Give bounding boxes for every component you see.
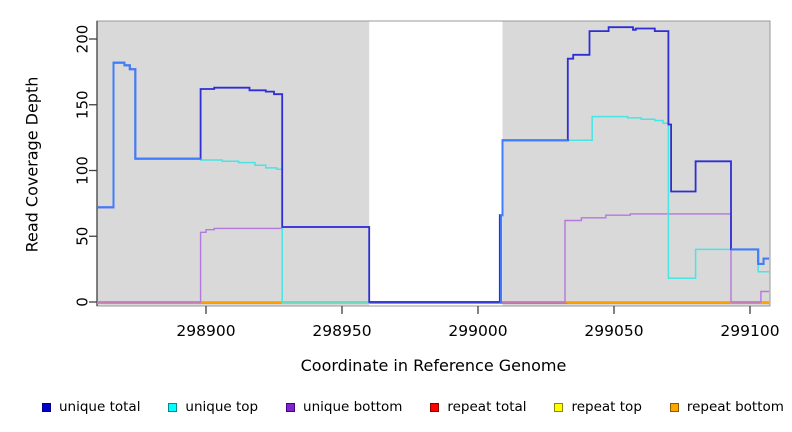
legend-swatch-icon: [669, 402, 679, 412]
legend-item-label: repeat top: [571, 399, 642, 415]
x-tick-label: 299050: [584, 322, 643, 340]
coverage-plot-canvas: 0 50 100 150 200 298900 298950 299000 299050 2991…: [74, 20, 780, 340]
legend-item-label: unique total: [59, 399, 141, 415]
legend-swatch-icon: [554, 402, 564, 412]
legend: unique total unique top unique bottom repea…: [42, 399, 784, 415]
legend-item-label: unique top: [185, 399, 259, 415]
y-tick-label: 200: [74, 25, 92, 54]
legend-swatch-icon: [168, 402, 178, 412]
x-tick-label: 299100: [720, 322, 779, 340]
y-tick-label: 50: [74, 227, 92, 246]
legend-item-unique-top: unique top: [168, 399, 258, 415]
series-total-top-overlap-left-line: [97, 61, 201, 209]
legend-item-repeat-top: repeat top: [554, 399, 642, 415]
legend-item-repeat-bottom: repeat bottom: [669, 399, 784, 415]
y-tick-label: 150: [74, 90, 92, 119]
x-tick-label: 299000: [448, 322, 507, 340]
series-total-top-overlap-right-line: [731, 248, 769, 265]
legend-item-unique-total: unique total: [42, 399, 140, 415]
x-axis-title: Coordinate in Reference Genome: [300, 356, 567, 375]
y-tick-label: 0: [74, 297, 92, 307]
legend-item-label: repeat bottom: [686, 399, 784, 415]
x-tick-label: 298950: [312, 322, 371, 340]
y-axis-title: Read Coverage Depth: [22, 76, 42, 253]
legend-item-unique-bottom: unique bottom: [286, 399, 402, 415]
series-total-top-overlap-mid-line: [499, 139, 568, 303]
legend-swatch-icon: [430, 402, 440, 412]
legend-swatch-icon: [42, 402, 51, 412]
masked-region: [369, 21, 503, 306]
x-tick-label: 298900: [176, 322, 235, 340]
legend-item-label: repeat total: [447, 399, 527, 415]
legend-swatch-icon: [286, 402, 296, 412]
legend-item-repeat-total: repeat total: [430, 399, 527, 415]
y-tick-label: 100: [74, 156, 92, 185]
legend-item-label: unique bottom: [303, 399, 403, 415]
